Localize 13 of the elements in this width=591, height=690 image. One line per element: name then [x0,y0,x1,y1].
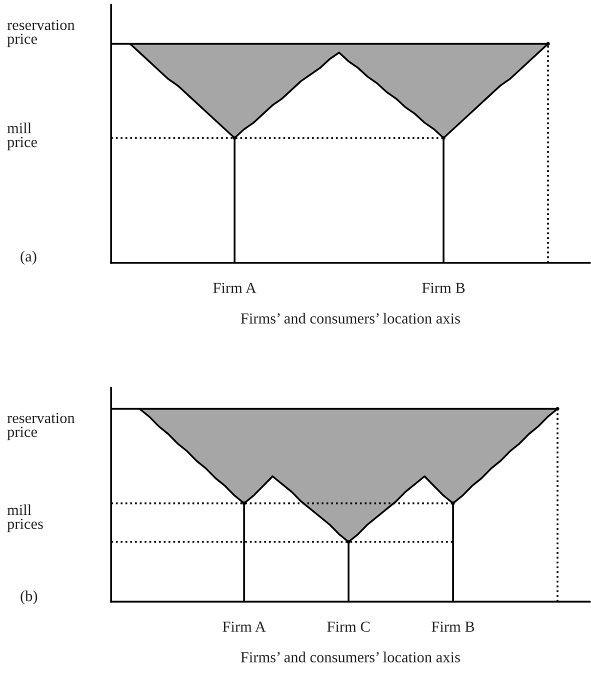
x-axis-title: Firms’ and consumers’ location axis [240,652,460,662]
x-tick-label: Firm A [222,622,266,632]
text: (a) [20,250,36,265]
text: (b) [20,590,38,604]
text: reservation price [7,20,75,48]
x-tick-label: Firm B [422,282,465,293]
text: reservation price [7,412,75,440]
x-tick-label: Firm B [432,622,474,632]
x-tick-label: Firm A [213,282,256,293]
x-tick-label: Firm C [327,622,370,632]
text: mill price [7,122,38,150]
text: mill prices [7,504,43,532]
x-axis-title: Firms’ and consumers’ location axis [240,312,460,324]
